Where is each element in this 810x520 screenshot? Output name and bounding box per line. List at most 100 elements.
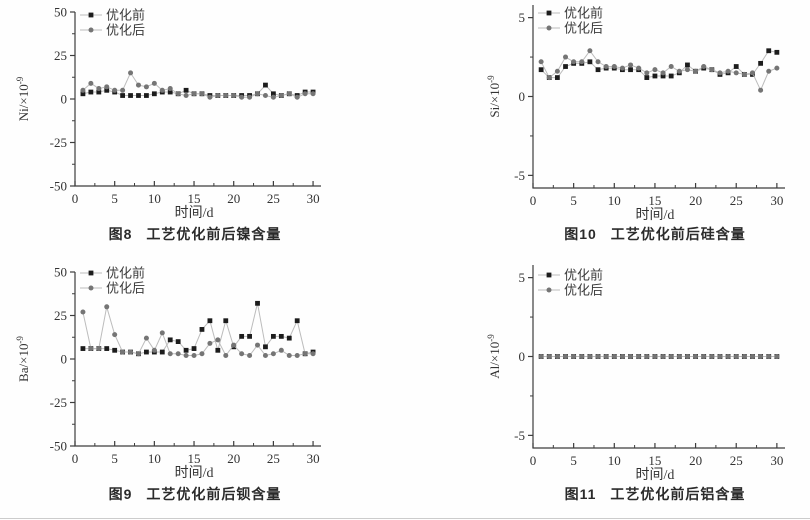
data-point-circle <box>96 346 102 352</box>
series-after <box>538 354 780 359</box>
legend-square-marker <box>88 12 94 18</box>
data-point-circle <box>159 330 165 336</box>
legend-label: 优化前 <box>106 266 145 281</box>
data-point-circle <box>199 91 205 97</box>
data-point-circle <box>310 351 316 357</box>
y-tick-label: -5 <box>514 428 525 443</box>
data-point-circle <box>693 354 699 359</box>
series-before <box>80 300 316 357</box>
data-point-square <box>668 73 674 79</box>
data-point-circle <box>135 351 141 357</box>
data-point-circle <box>603 354 609 359</box>
x-tick-label: 0 <box>72 191 79 206</box>
data-point-square <box>538 67 544 73</box>
data-point-square <box>223 318 229 324</box>
data-point-square <box>766 48 772 54</box>
x-tick-label: 5 <box>570 193 577 208</box>
y-tick-label: 25 <box>54 308 67 323</box>
data-point-circle <box>183 353 189 359</box>
data-point-square <box>136 93 141 98</box>
x-tick-label: 30 <box>307 451 320 466</box>
caption-ba-number: 图9 <box>108 486 133 502</box>
caption-ni-title: 工艺优化前后镍含量 <box>146 226 282 242</box>
data-point-square <box>595 67 601 73</box>
legend-label: 优化前 <box>106 8 145 23</box>
x-tick-label: 25 <box>267 191 280 206</box>
data-point-circle <box>660 70 666 76</box>
data-point-square <box>286 335 292 341</box>
data-point-square <box>774 49 780 55</box>
data-point-circle <box>628 62 634 68</box>
data-point-circle <box>294 94 300 100</box>
y-tick-label: 5 <box>519 10 526 25</box>
caption-al-title: 工艺优化前后铝含量 <box>610 486 746 502</box>
data-point-circle <box>175 91 181 97</box>
data-point-circle <box>676 68 682 74</box>
legend-circle-marker <box>88 285 94 291</box>
data-point-circle <box>619 354 625 359</box>
data-point-circle <box>310 91 316 97</box>
data-point-circle <box>223 353 229 359</box>
data-point-square <box>175 339 181 344</box>
data-point-circle <box>239 94 245 100</box>
data-point-square <box>183 347 189 353</box>
data-point-circle <box>278 347 284 353</box>
data-point-circle <box>151 80 157 86</box>
legend-label: 优化后 <box>106 23 145 38</box>
data-point-circle <box>247 353 253 359</box>
data-point-square <box>144 93 149 98</box>
data-point-circle <box>247 94 253 100</box>
data-point-circle <box>286 353 292 359</box>
data-point-circle <box>636 354 642 359</box>
series-after <box>80 70 316 100</box>
data-point-circle <box>571 59 577 65</box>
legend-square-marker <box>546 272 552 278</box>
caption-ba-title: 工艺优化前后钡含量 <box>146 486 282 502</box>
data-point-circle <box>207 340 213 346</box>
data-point-circle <box>652 67 658 73</box>
data-point-circle <box>223 93 229 99</box>
legend-circle-marker <box>88 27 94 33</box>
data-point-circle <box>112 87 118 93</box>
data-point-circle <box>563 354 569 359</box>
data-point-square <box>80 346 86 351</box>
chart-ni-plot: 50 25 0 -25 -50 0 5 10 15 20 25 30 时间/d Ni/×10-9 优化前优化… <box>15 5 321 221</box>
caption-ni: 图8 工艺优化前后镍含量 <box>55 224 335 244</box>
data-point-square <box>278 333 284 339</box>
y-tick-label: 50 <box>54 5 67 20</box>
data-point-circle <box>538 59 544 65</box>
data-point-circle <box>587 48 593 54</box>
data-point-circle <box>684 354 690 359</box>
x-tick-label: 10 <box>148 451 161 466</box>
legend-label: 优化后 <box>564 283 603 298</box>
data-point-square <box>104 87 110 93</box>
x-tick-label: 10 <box>148 191 161 206</box>
x-tick-label: 15 <box>188 191 201 206</box>
data-point-square <box>112 347 118 353</box>
x-tick-label: 15 <box>188 451 201 466</box>
x-tick-label: 0 <box>530 453 537 468</box>
x-tick-label: 5 <box>111 191 118 206</box>
caption-si-title: 工艺优化前后硅含量 <box>610 226 746 242</box>
chart-ba-plot: 50 25 0 -25 -50 0 5 10 15 20 25 30 时间/d Ba/×10-9 优化前优化… <box>15 265 321 481</box>
y-tick-label: -5 <box>514 168 525 183</box>
data-point-circle <box>167 86 173 92</box>
data-point-square <box>758 60 764 66</box>
data-point-circle <box>255 342 261 348</box>
data-point-circle <box>262 93 268 99</box>
data-point-circle <box>701 354 707 359</box>
data-point-square <box>660 73 666 79</box>
data-point-square <box>88 89 94 95</box>
caption-al-number: 图11 <box>564 486 597 502</box>
data-point-circle <box>255 91 261 97</box>
data-point-square <box>167 89 173 95</box>
data-point-square <box>159 349 165 355</box>
data-point-circle <box>554 68 560 74</box>
data-point-circle <box>733 354 739 359</box>
data-point-circle <box>135 82 141 88</box>
axes: 50 25 0 -25 -50 0 5 10 15 20 25 30 时间/d Ba/×10-9 <box>15 265 321 481</box>
data-point-square <box>263 344 268 350</box>
